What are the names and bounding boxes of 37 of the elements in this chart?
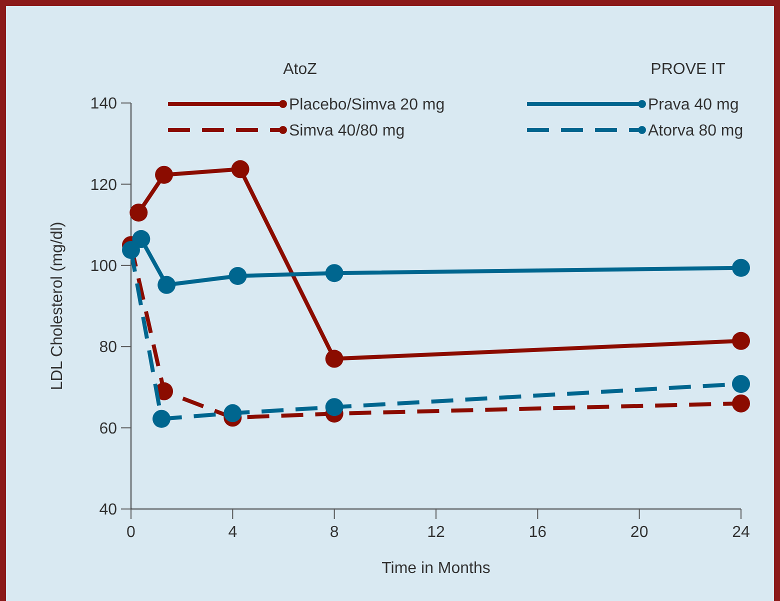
- point: [325, 264, 344, 282]
- point: [130, 204, 148, 222]
- y-tick-label: 80: [99, 339, 118, 356]
- point: [122, 240, 140, 259]
- y-tick-label: 60: [99, 420, 118, 438]
- point: [224, 404, 242, 422]
- point: [325, 350, 344, 368]
- point: [228, 266, 247, 285]
- point: [732, 374, 750, 393]
- legend-label: Atorva 80 mg: [648, 122, 744, 140]
- text: AtoZ: [283, 61, 318, 78]
- point: [732, 332, 750, 350]
- text: PROVE IT: [650, 61, 726, 78]
- point: [732, 258, 750, 277]
- point: [158, 276, 176, 294]
- x-tick-label: 0: [126, 524, 136, 541]
- x-tick-label: 12: [427, 524, 445, 541]
- point: [231, 160, 250, 178]
- legend-label: Placebo/Simva 20 mg: [289, 96, 445, 114]
- point: [325, 398, 344, 416]
- x-tick-label: 4: [228, 524, 238, 541]
- x-axis-title: Time in Months: [382, 560, 490, 577]
- y-tick-label: 40: [99, 502, 118, 519]
- y-tick-label: 140: [90, 96, 118, 113]
- legend-label: Prava 40 mg: [648, 96, 739, 114]
- x-tick-label: 24: [732, 524, 750, 541]
- point: [155, 166, 174, 184]
- y-tick-label: 100: [90, 258, 118, 275]
- point: [732, 394, 750, 412]
- point: [132, 230, 150, 248]
- x-tick-label: 16: [528, 524, 547, 541]
- y-axis-title: LDL Cholesterol (mg/dl): [49, 222, 66, 390]
- x-tick-label: 20: [630, 524, 648, 541]
- x-tick-label: 8: [330, 524, 339, 541]
- y-tick-label: 120: [90, 176, 118, 194]
- point: [152, 410, 170, 428]
- legend-label: Simva 40/80 mg: [289, 122, 405, 140]
